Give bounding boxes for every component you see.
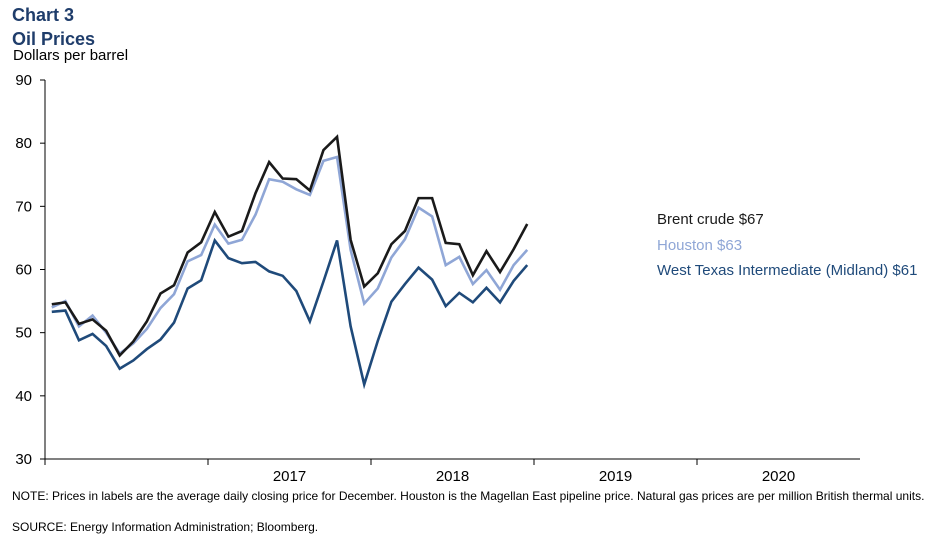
series-line-houston — [51, 155, 529, 356]
x-tick-label: 2017 — [273, 468, 306, 485]
y-tick-label: 90 — [15, 72, 32, 89]
y-axis-unit-label: Dollars per barrel — [13, 47, 129, 64]
chart-title: Oil Prices — [12, 29, 96, 49]
x-tick-label: 2020 — [762, 468, 795, 485]
series-label-west-texas-intermediate-midland: West Texas Intermediate (Midland) $61 — [657, 262, 917, 279]
chart-source: SOURCE: Energy Information Administratio… — [12, 520, 319, 534]
series-line-brent-crude — [51, 134, 529, 358]
chart-number: Chart 3 — [12, 5, 75, 25]
series-labels: Brent crude $67 Houston $63 West Texas Int… — [657, 211, 917, 279]
y-tick-label: 80 — [15, 135, 32, 152]
y-tick-label: 70 — [15, 198, 32, 215]
x-tick-label: 2018 — [436, 468, 469, 485]
series-label-houston: Houston $63 — [657, 237, 742, 254]
y-tick-label: 30 — [15, 451, 32, 468]
y-tick-label: 40 — [15, 388, 32, 405]
axes: 30 40 50 60 70 80 90 2017 2018 2019 2020 — [15, 72, 860, 485]
chart-note: NOTE: Prices in labels are the average d… — [12, 489, 925, 503]
series-line-west-texas-intermediate-midland — [51, 237, 529, 390]
y-tick-label: 50 — [15, 325, 32, 342]
y-tick-label: 60 — [15, 262, 32, 279]
series-label-brent-crude: Brent crude $67 — [657, 211, 764, 228]
series-lines — [51, 134, 529, 390]
x-tick-label: 2019 — [599, 468, 632, 485]
